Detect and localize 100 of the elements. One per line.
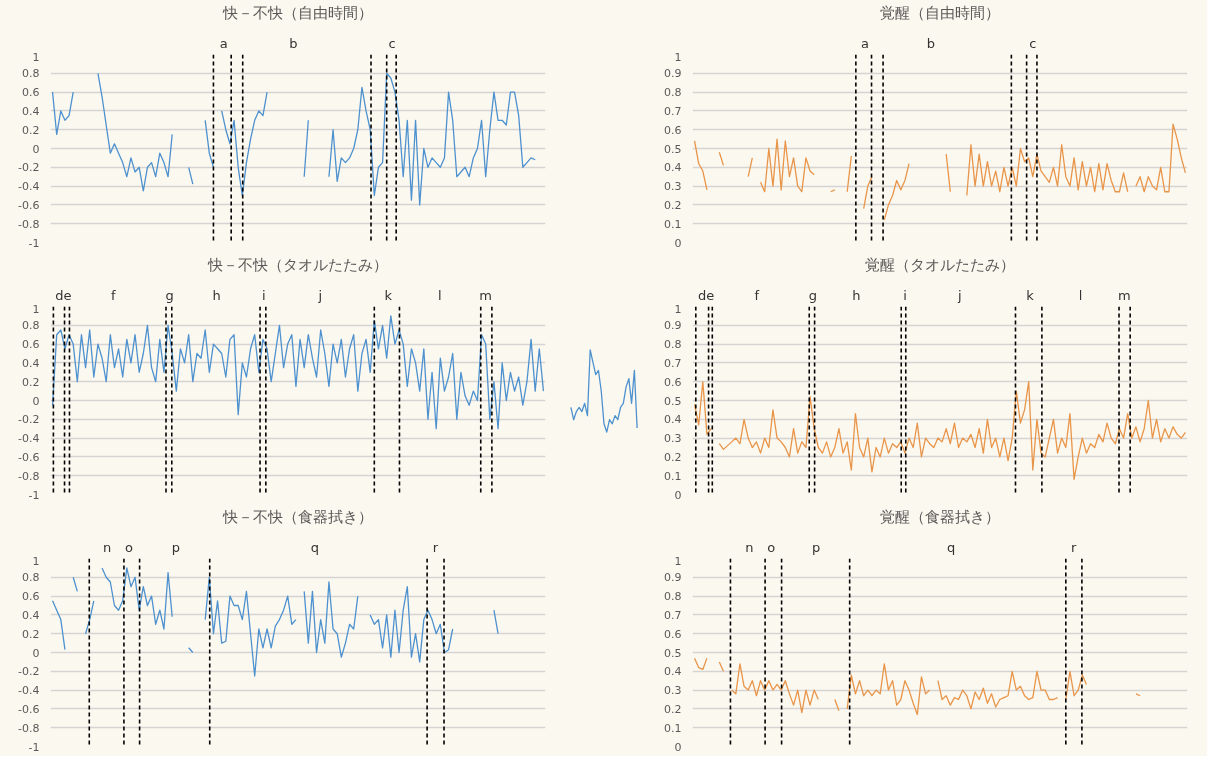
y-tick-label: -0.4 [18,180,40,194]
y-tick-label: 1 [32,50,40,64]
y-tick-label: 0.1 [664,469,682,483]
text: a [219,36,228,51]
line-series [51,315,545,430]
y-tick-label: -0.4 [18,684,40,698]
y-tick-label: -0.2 [18,161,40,175]
y-tick-label: 0.7 [664,356,682,370]
y-tick-label: 0.2 [664,198,682,212]
text: q [310,540,320,555]
y-tick-label: 0 [674,488,682,502]
text: b [289,36,298,51]
y-tick-label: 0.8 [664,86,682,100]
y-tick-label: 0.2 [664,450,682,464]
text: de [697,288,715,303]
y-tick-label: -1 [28,740,40,754]
y-tick-label: 1 [674,554,682,568]
y-tick-label: 0.2 [22,375,40,389]
y-tick-label: 0.5 [664,646,682,660]
y-tick-label: 0.7 [664,608,682,622]
y-tick-label: 0.6 [22,590,40,604]
y-tick-label: 0 [32,646,40,660]
y-tick-label: 0.8 [22,571,40,585]
chart-title: 覚醒（タオルたたみ） [865,255,1015,274]
y-tick-label: 0.4 [664,161,682,175]
y-tick-label: 0.8 [22,319,40,333]
text: r [432,540,439,555]
y-tick-label: -0.6 [18,450,40,464]
text: i [903,288,907,303]
text: r [1070,540,1077,555]
y-tick-label: -0.6 [18,198,40,212]
text: o [767,540,776,555]
y-tick-label: 0.3 [664,684,682,698]
text: c [388,36,396,51]
y-tick-label: 0.2 [22,627,40,641]
text: q [947,540,956,555]
text: l [1078,288,1083,303]
y-tick-label: 0.6 [22,86,40,100]
y-tick-label: 0.2 [22,123,40,137]
y-tick-label: -0.2 [18,665,40,679]
text: l [438,288,442,303]
y-tick-label: -0.6 [18,702,40,716]
y-tick-label: -1 [28,236,40,250]
text: n [745,540,754,555]
y-tick-label: 0.5 [664,394,682,408]
y-tick-label: 0.3 [664,180,682,194]
y-tick-label: 0.4 [664,665,682,679]
y-tick-label: 0.6 [664,375,682,389]
y-tick-label: 0.6 [664,627,682,641]
y-tick-label: 0.8 [22,67,40,81]
y-tick-label: 0 [32,142,40,156]
y-tick-label: 1 [32,302,40,316]
text: g [165,288,174,303]
text: j [956,288,962,303]
text: de [55,288,72,303]
chart-title: 快－不快（自由時間） [222,3,373,22]
y-tick-label: 0.7 [664,104,682,118]
text: h [212,288,221,303]
y-tick-label: 0 [674,740,682,754]
y-tick-label: 0.1 [664,721,682,735]
text: m [479,288,493,303]
y-tick-label: 0.4 [22,356,40,370]
text: p [171,540,181,555]
chart-title: 快－不快（食器拭き） [222,507,373,526]
y-tick-label: 0 [32,394,40,408]
y-tick-label: 0.6 [22,338,40,352]
y-tick-label: -0.8 [18,217,40,231]
y-tick-label: 0.8 [664,338,682,352]
y-tick-label: -0.8 [18,469,40,483]
text: g [808,288,818,303]
text: i [261,288,266,303]
text: a [860,36,869,51]
text: k [1026,288,1035,303]
y-tick-label: 0.4 [22,104,40,118]
text: f [110,288,116,303]
y-tick-label: -0.4 [18,432,40,446]
y-tick-label: 0.3 [664,432,682,446]
y-tick-label: -1 [28,488,40,502]
y-tick-label: 0.4 [664,413,682,427]
y-tick-label: 0.9 [664,319,682,333]
y-tick-label: 0 [674,236,682,250]
y-tick-label: 0.8 [664,590,682,604]
y-tick-label: 0.6 [664,123,682,137]
text: j [317,288,323,303]
chart-title: 覚醒（食器拭き） [880,507,1000,526]
y-tick-label: 0.2 [664,702,682,716]
text: h [852,288,861,303]
text: n [102,540,112,555]
text: k [384,288,393,303]
y-tick-label: -0.2 [18,413,40,427]
text: b [926,36,936,51]
text: o [124,540,133,555]
text: c [1029,36,1037,51]
y-tick-label: 0.5 [664,142,682,156]
y-tick-label: 1 [674,50,682,64]
y-tick-label: 0.4 [22,608,40,622]
chart-title: 快－不快（タオルたたみ） [207,255,388,274]
y-tick-label: 0.9 [664,67,682,81]
y-tick-label: -0.8 [18,721,40,735]
y-tick-label: 0.1 [664,217,682,231]
